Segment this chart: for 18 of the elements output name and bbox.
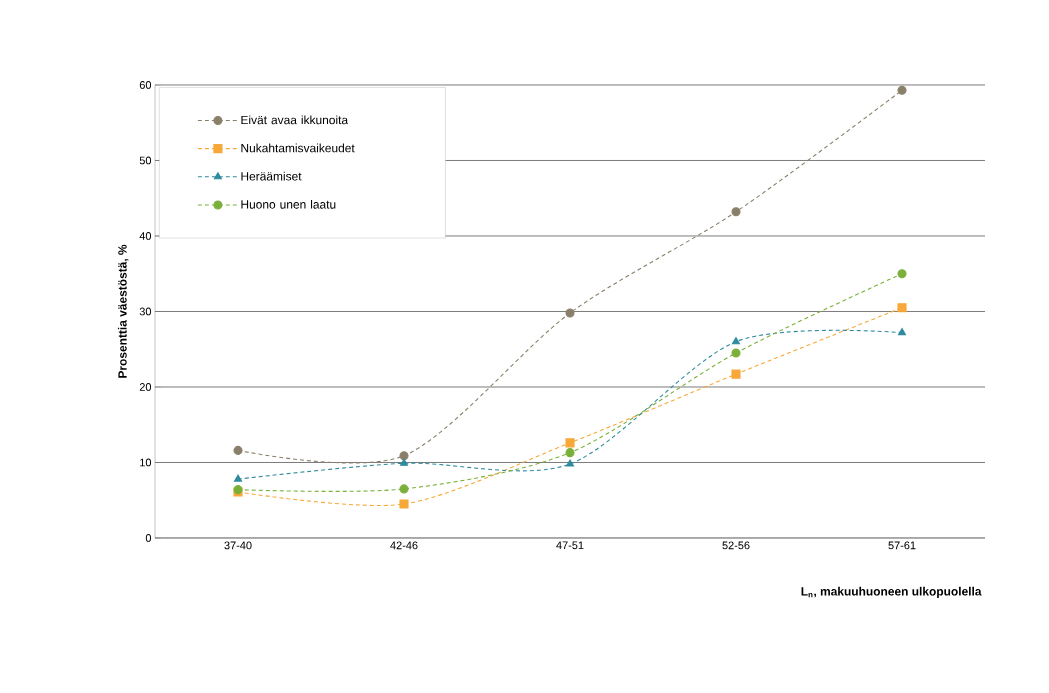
x-tick-label: 47-51 bbox=[556, 541, 584, 550]
y-tick-label: 40 bbox=[139, 232, 152, 240]
y-tick-label: 20 bbox=[139, 383, 152, 391]
y-tick-label: 10 bbox=[140, 458, 152, 467]
y-tick-label: 50 bbox=[139, 156, 152, 165]
x-axis-title: L$_{n}$, makuuhuoneen ulkopuolella bbox=[801, 586, 982, 598]
y-tick-label: 60 bbox=[139, 81, 152, 89]
legend-label: Eivät avaa ikkunoita bbox=[241, 115, 349, 125]
y-tick-label: 30 bbox=[139, 307, 152, 316]
x-tick-label: 52-56 bbox=[722, 541, 750, 550]
legend-label: Nukahtamisvaikeudet bbox=[241, 143, 355, 153]
x-tick-label: 57-61 bbox=[888, 541, 916, 550]
y-axis-title: Prosenttia väestöstä, % bbox=[117, 244, 129, 378]
legend-label: Huono unen laatu bbox=[241, 199, 336, 209]
y-tick-label: 0 bbox=[145, 534, 152, 542]
x-tick-label: 42-46 bbox=[390, 541, 418, 550]
x-tick-label: 37-40 bbox=[224, 541, 252, 550]
legend-label: Heräämiset bbox=[241, 171, 302, 181]
